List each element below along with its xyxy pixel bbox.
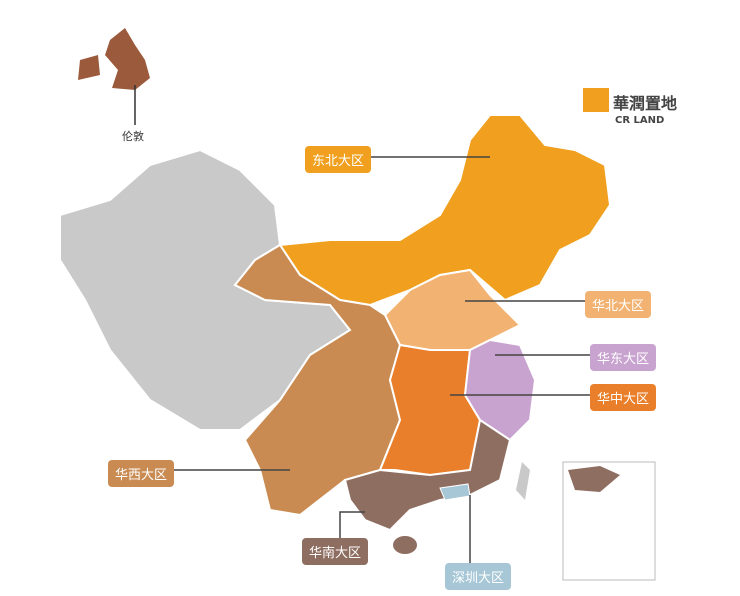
london-label: 伦敦 — [122, 130, 144, 143]
region-northeast — [278, 114, 612, 307]
tag-west[interactable]: 华西大区 — [108, 460, 175, 487]
hainan-island — [393, 536, 417, 554]
tag-north[interactable]: 华北大区 — [585, 291, 652, 318]
tag-east[interactable]: 华东大区 — [590, 344, 657, 371]
tag-shenzhen[interactable]: 深圳大区 — [445, 563, 512, 590]
tag-central[interactable]: 华中大区 — [590, 384, 657, 411]
region-east — [463, 338, 537, 442]
logo-mark-icon — [583, 88, 609, 112]
london-uk-shape — [78, 28, 150, 90]
region-south — [343, 418, 512, 532]
logo-english: CR LAND — [615, 115, 665, 126]
tag-south[interactable]: 华南大区 — [302, 538, 369, 565]
logo-chinese: 華潤置地 — [613, 94, 678, 113]
tag-northeast[interactable]: 东北大区 — [305, 146, 372, 173]
taiwan-island — [516, 462, 530, 500]
